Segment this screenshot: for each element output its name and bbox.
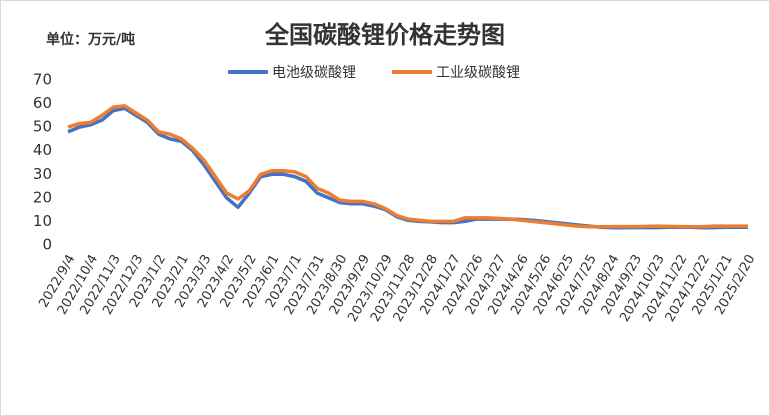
unit-label: 单位：万元/吨	[46, 31, 135, 48]
y-tick-label: 30	[33, 165, 52, 183]
y-tick-label: 40	[33, 141, 52, 159]
chart-title: 全国碳酸锂价格走势图	[264, 21, 505, 49]
y-tick-label: 70	[33, 71, 52, 89]
legend-label: 电池级碳酸锂	[272, 65, 356, 81]
y-tick-label: 60	[33, 94, 52, 112]
y-tick-label: 20	[33, 188, 52, 206]
y-tick-label: 0	[42, 236, 52, 254]
y-tick-label: 10	[33, 212, 52, 230]
legend-label: 工业级碳酸锂	[436, 65, 520, 81]
y-tick-label: 50	[33, 118, 52, 136]
series-line	[67, 104, 748, 229]
